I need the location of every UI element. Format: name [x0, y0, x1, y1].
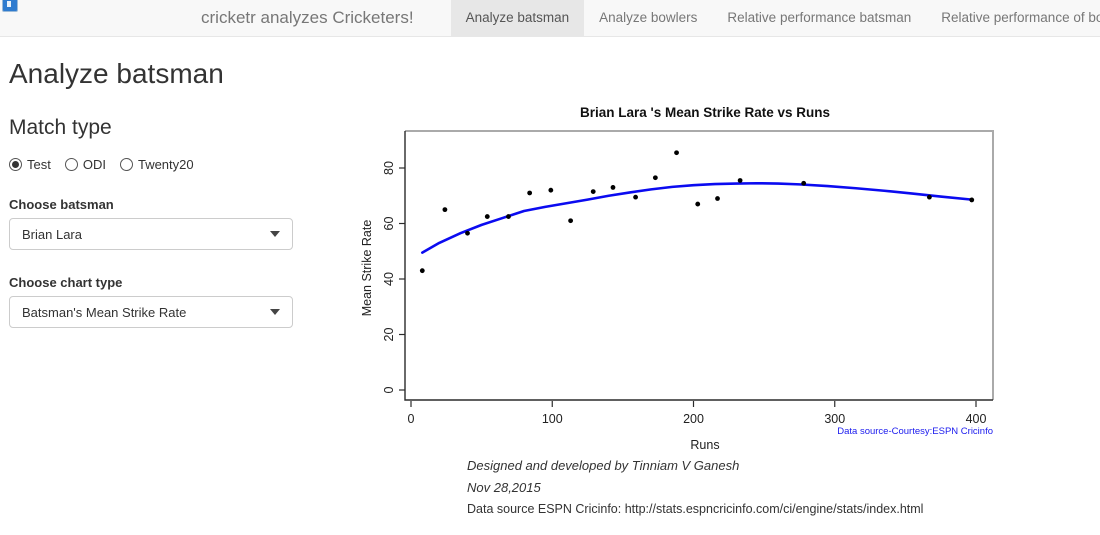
batsman-select-value: Brian Lara: [22, 226, 82, 242]
radio-twenty20[interactable]: Twenty20: [119, 157, 194, 172]
navbar: cricketr analyzes Cricketers! Analyze ba…: [0, 0, 1100, 37]
data-point: [633, 194, 638, 200]
strike-rate-plot-svg: 0 100 200 300 400 0 20 40 60 80 Brian Lara 's Mean…: [360, 105, 994, 452]
y-tick-label: 0: [382, 386, 396, 393]
radio-test-icon[interactable]: [9, 158, 22, 171]
y-tick-label: 40: [382, 272, 396, 286]
x-tick-label: 0: [408, 412, 415, 426]
app-icon: [2, 0, 18, 12]
data-point: [484, 214, 490, 219]
chart-title: Brian Lara 's Mean Strike Rate vs Runs: [580, 105, 830, 120]
batsman-select[interactable]: Brian Lara: [9, 218, 293, 250]
x-tick-label: 200: [683, 412, 704, 426]
data-point: [590, 189, 596, 194]
y-tick-label: 20: [382, 328, 396, 342]
match-type-radio-group: Test ODI Twenty20: [9, 157, 309, 172]
data-point: [926, 194, 932, 200]
data-point: [527, 190, 533, 196]
chevron-down-icon: [270, 231, 280, 237]
chart-type-select[interactable]: Batsman's Mean Strike Rate: [9, 296, 293, 328]
tab-relative-performance-bowlers[interactable]: Relative performance of bowlers: [941, 10, 1100, 25]
data-source-text: Data source ESPN Cricinfo: http://stats.…: [467, 502, 924, 516]
data-point: [969, 197, 975, 203]
data-point: [610, 185, 616, 190]
credit-text: Designed and developed by Tinniam V Gane…: [467, 458, 740, 473]
y-tick-label: 80: [382, 161, 396, 175]
chart-type-select-value: Batsman's Mean Strike Rate: [22, 304, 187, 320]
plot-box: [404, 131, 993, 401]
data-point: [715, 196, 720, 201]
data-point: [737, 178, 743, 183]
radio-test-label: Test: [27, 157, 51, 172]
data-point: [419, 268, 425, 274]
tab-analyze-bowlers[interactable]: Analyze bowlers: [599, 10, 698, 25]
radio-twenty20-label: Twenty20: [137, 157, 194, 172]
page-title: Analyze batsman: [9, 58, 224, 89]
plot-box-shadow: [405, 130, 994, 400]
match-type-heading: Match type: [9, 116, 112, 139]
radio-odi-icon[interactable]: [64, 158, 78, 171]
data-point: [652, 175, 658, 181]
choose-chart-type-label: Choose chart type: [9, 275, 123, 290]
data-point: [801, 180, 807, 186]
navbar-brand: cricketr analyzes Cricketers!: [201, 8, 414, 27]
tab-relative-performance-batsman[interactable]: Relative performance batsman: [727, 10, 912, 25]
data-point: [548, 187, 554, 193]
data-point: [674, 150, 679, 156]
strike-rate-chart: 0 100 200 300 400 0 20 40 60 80 Brian Lara 's Mean…: [360, 100, 1020, 460]
navbar-tabs: Analyze batsman Analyze bowlers Relative…: [450, 0, 1100, 36]
smooth-trend-line: [420, 181, 974, 254]
data-source-annotation: Data source-Courtesy:ESPN Cricinfo: [837, 426, 993, 437]
tab-analyze-batsman[interactable]: Analyze batsman: [450, 0, 585, 36]
sidebar: Analyze batsman Match type Test ODI Twen…: [9, 58, 309, 328]
data-point: [506, 214, 511, 219]
y-tick-label: 60: [382, 217, 396, 231]
x-tick-label: 300: [824, 412, 845, 426]
choose-batsman-label: Choose batsman: [9, 197, 114, 212]
radio-test[interactable]: Test: [9, 157, 51, 172]
data-point: [442, 207, 448, 213]
data-point: [568, 218, 574, 224]
chart-footer: Designed and developed by Tinniam V Gane…: [467, 458, 923, 523]
y-axis-label: Mean Strike Rate: [360, 220, 374, 317]
x-tick-label: 400: [966, 412, 987, 426]
radio-twenty20-icon[interactable]: [119, 158, 133, 171]
radio-odi-label: ODI: [82, 157, 106, 172]
x-axis-label: Runs: [690, 438, 719, 452]
date-text: Nov 28,2015: [467, 480, 541, 495]
data-point: [695, 201, 701, 207]
data-point: [465, 230, 470, 236]
radio-odi[interactable]: ODI: [64, 157, 106, 172]
chevron-down-icon: [270, 309, 280, 315]
x-tick-label: 100: [542, 412, 563, 426]
